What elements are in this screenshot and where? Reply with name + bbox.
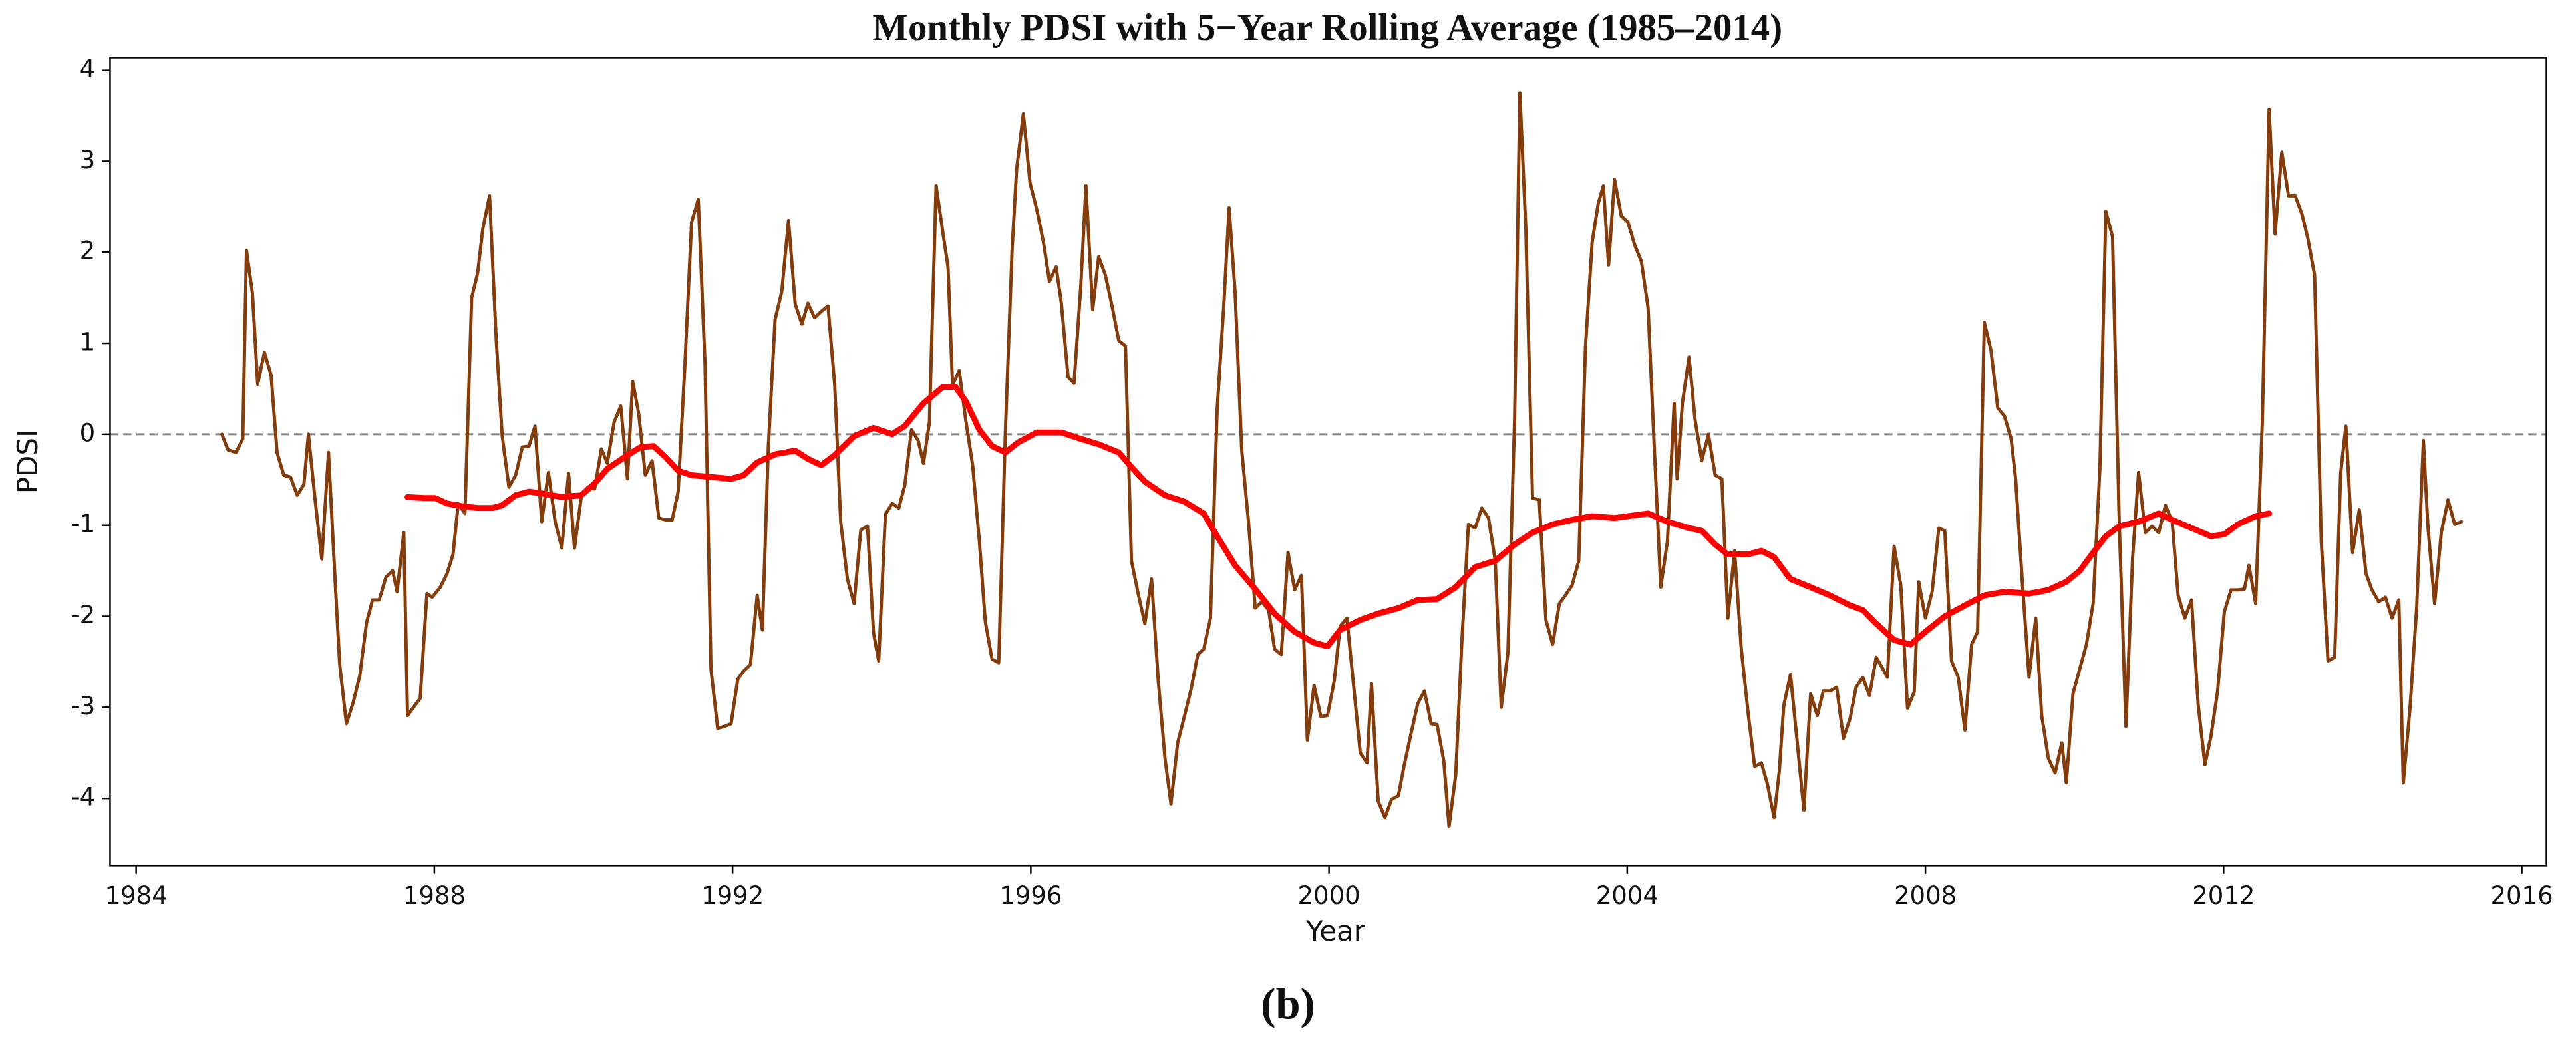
x-tick-label: 1984 (105, 881, 168, 910)
y-axis-label: PDSI (11, 430, 44, 494)
x-tick-label: 2012 (2192, 881, 2255, 910)
y-tick-label: -3 (71, 692, 95, 720)
figure-caption: (b) (1261, 980, 1315, 1029)
x-tick-label: 1996 (999, 881, 1062, 910)
y-tick-label: 1 (80, 328, 96, 357)
chart-title: Monthly PDSI with 5−Year Rolling Average… (872, 7, 1782, 49)
y-tick-label: -4 (71, 783, 95, 812)
x-tick-label: 2008 (1894, 881, 1957, 910)
y-tick-label: 4 (80, 55, 96, 83)
y-tick-label: -2 (71, 601, 95, 629)
y-tick-label: 3 (80, 146, 96, 174)
y-tick-label: -1 (71, 510, 95, 538)
x-tick-label: 2000 (1297, 881, 1360, 910)
x-tick-label: 1992 (701, 881, 764, 910)
plot-frame (109, 57, 2547, 867)
x-tick-label: 2004 (1596, 881, 1659, 910)
y-tick-label: 0 (80, 418, 96, 447)
data-line (404, 384, 2273, 650)
x-axis-label: Year (1305, 915, 1366, 947)
y-tick-label: 2 (80, 237, 96, 265)
x-tick-label: 1988 (403, 881, 466, 910)
x-tick-label: 2016 (2490, 881, 2553, 910)
